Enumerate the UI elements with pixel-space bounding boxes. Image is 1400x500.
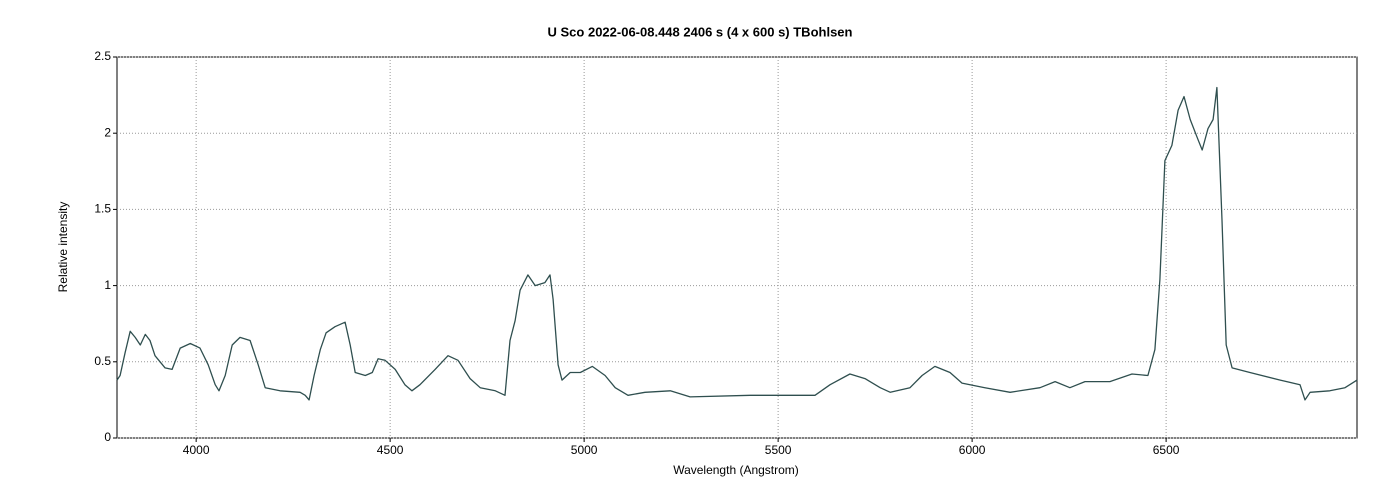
chart-title: U Sco 2022-06-08.448 2406 s (4 x 600 s) …: [548, 24, 853, 39]
x-tick-label: 4500: [377, 443, 404, 457]
spectrum-line: [116, 86, 1358, 401]
y-tick-label: 0.5: [94, 354, 111, 368]
x-tick-label: 5500: [765, 443, 792, 457]
x-tick-label: 6500: [1153, 443, 1180, 457]
y-tick-label: 2: [104, 125, 111, 139]
y-tick-label: 1.5: [94, 202, 111, 216]
x-tick-label: 6000: [959, 443, 986, 457]
y-tick-label: 2.5: [94, 49, 111, 63]
plot-frame: [116, 56, 1358, 439]
y-tick-label: 1: [104, 278, 111, 292]
y-axis-label: Relative intensity: [56, 202, 70, 293]
x-tick-label: 5000: [571, 443, 598, 457]
x-tick-label: 4000: [183, 443, 210, 457]
x-axis-label: Wavelength (Angstrom): [673, 463, 799, 477]
y-tick-label: 0: [104, 430, 111, 444]
